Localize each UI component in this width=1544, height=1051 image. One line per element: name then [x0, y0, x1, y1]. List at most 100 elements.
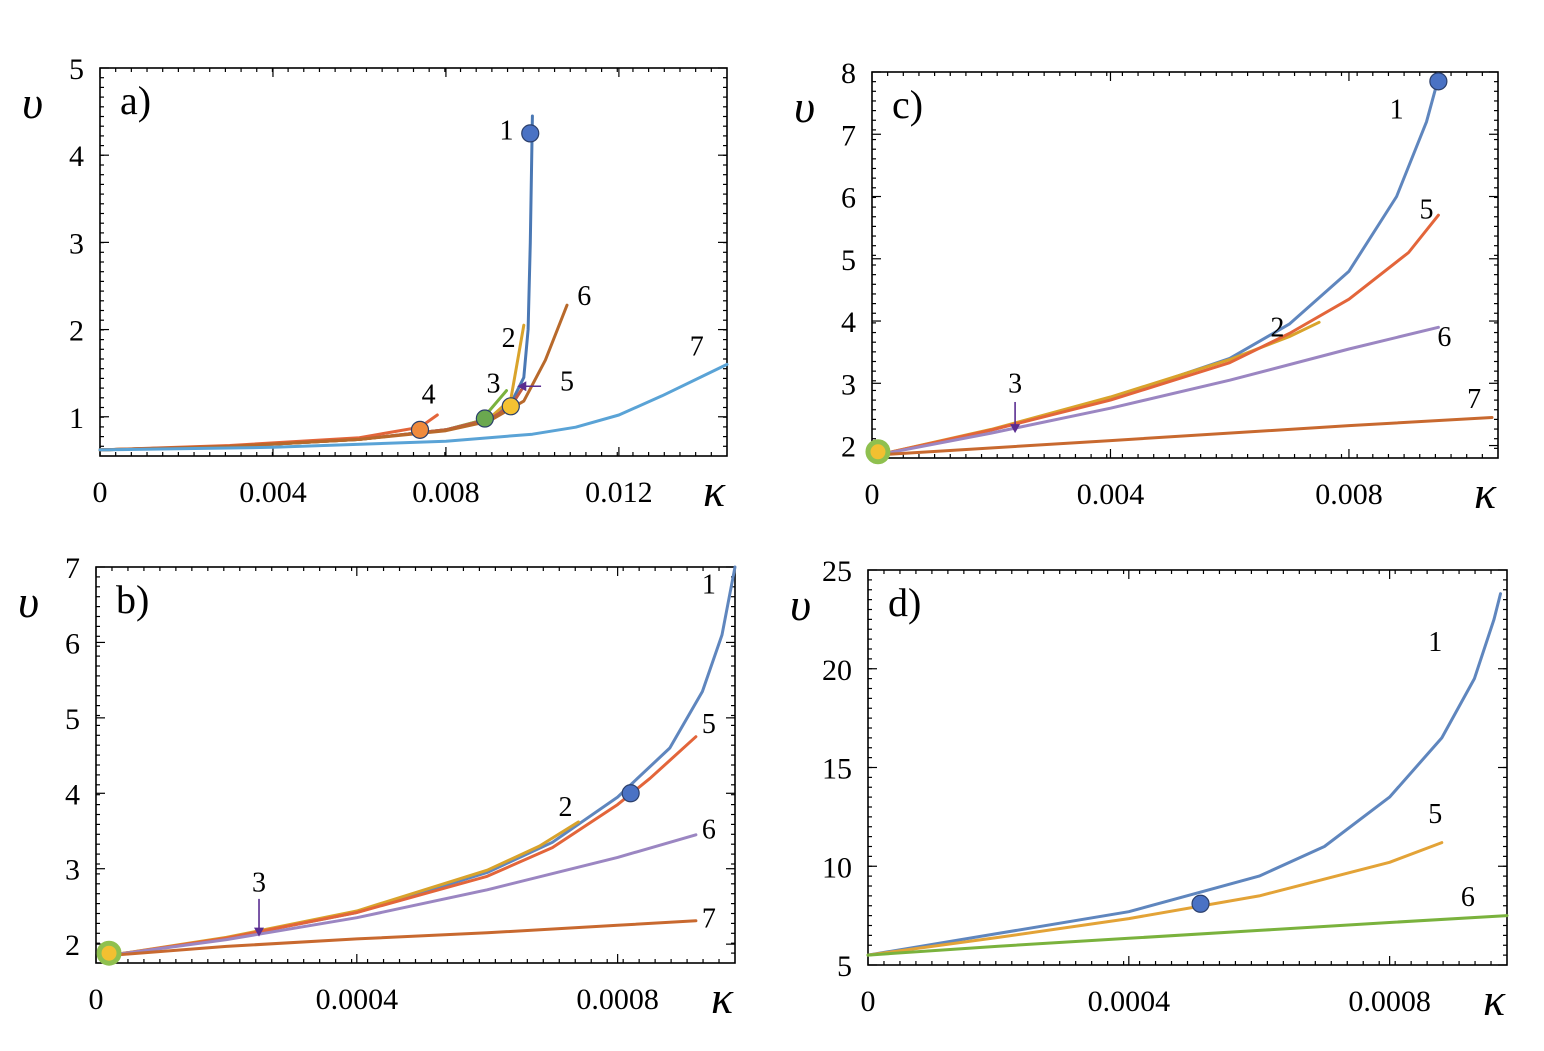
x-axis-label: κ	[1483, 974, 1506, 1025]
panel-label: a)	[120, 78, 151, 123]
x-tick-label: 0	[93, 476, 108, 509]
x-tick-label: 0	[865, 478, 880, 511]
y-tick-label: 15	[822, 753, 852, 786]
curve-label: 6	[577, 281, 591, 312]
y-tick-label: 8	[841, 57, 856, 90]
y-axis-label: υ	[794, 81, 815, 132]
panel-label: c)	[892, 82, 923, 127]
y-tick-label: 20	[822, 654, 852, 687]
y-tick-label: 25	[822, 555, 852, 588]
series-line-2	[876, 320, 1321, 457]
x-axis-label: κ	[703, 465, 726, 516]
y-tick-label: 5	[841, 244, 856, 277]
curve-label: 1	[499, 115, 513, 146]
plot-frame	[95, 566, 736, 964]
x-axis-label: κ	[1474, 467, 1497, 518]
curve-label: 3	[486, 368, 500, 399]
x-tick-label: 0.0008	[576, 983, 659, 1016]
x-tick-label: 0.004	[1077, 478, 1145, 511]
y-tick-label: 3	[841, 368, 856, 401]
y-axis-label: υ	[22, 77, 43, 128]
arrow-head	[517, 381, 527, 392]
curve-label: 5	[1428, 799, 1442, 830]
curve-label: 2	[502, 323, 516, 354]
y-tick-label: 4	[65, 778, 80, 811]
arrow-head	[1010, 424, 1021, 434]
curve-label: 1	[1428, 627, 1442, 658]
y-axis-label: υ	[18, 576, 39, 627]
series-line-7	[98, 362, 729, 452]
x-tick-label: 0.012	[585, 476, 653, 509]
curve-label: 6	[1461, 882, 1475, 913]
curve-label: 5	[560, 367, 574, 398]
y-tick-label: 1	[69, 402, 84, 435]
x-tick-label: 0	[89, 983, 104, 1016]
y-tick-label: 4	[841, 306, 856, 339]
curve-label: 2	[558, 792, 572, 823]
marker-point	[1191, 894, 1210, 913]
curve-label: 7	[702, 904, 716, 935]
y-tick-label: 6	[65, 627, 80, 660]
panel-label: d)	[888, 580, 921, 625]
x-axis-label: κ	[711, 972, 734, 1023]
curve-label: 3	[1008, 369, 1022, 400]
marker-point	[96, 940, 122, 966]
y-axis-label: υ	[790, 579, 811, 630]
curve-label: 2	[1270, 313, 1284, 344]
y-tick-label: 2	[69, 315, 84, 348]
curve-label: 1	[1390, 95, 1404, 126]
series-line-6	[98, 303, 569, 452]
x-tick-label: 0.008	[412, 476, 480, 509]
marker-point	[1429, 72, 1448, 91]
curve-label: 1	[702, 569, 716, 600]
plot-frame	[871, 71, 1499, 459]
x-tick-label: 0	[861, 985, 876, 1018]
plot-frame	[867, 569, 1508, 966]
curve-label: 6	[702, 815, 716, 846]
series-line-2	[98, 323, 526, 452]
marker-point	[521, 124, 540, 143]
y-tick-label: 3	[65, 854, 80, 887]
curve-label: 3	[252, 867, 266, 898]
x-tick-label: 0.0004	[1088, 985, 1171, 1018]
y-tick-label: 3	[69, 227, 84, 260]
marker-point	[865, 439, 891, 465]
curve-label: 7	[1467, 384, 1481, 415]
y-tick-label: 5	[837, 950, 852, 983]
y-tick-label: 4	[69, 140, 84, 173]
marker-point	[501, 397, 520, 416]
chart-panel-2: 0 0.0004 0.0008 2 3 4 5 6 7 κ υ b) 1 2 3 5 6 7	[18, 552, 737, 1023]
y-tick-label: 10	[822, 851, 852, 884]
y-tick-label: 5	[65, 703, 80, 736]
series-line-1	[98, 114, 534, 452]
x-tick-label: 0.004	[239, 476, 307, 509]
plot-frame	[99, 67, 728, 457]
curve-label: 7	[690, 332, 704, 363]
curve-label: 5	[702, 709, 716, 740]
marker-point	[621, 784, 640, 803]
curve-label: 6	[1437, 322, 1451, 353]
marker-point	[410, 420, 430, 439]
series-line-7	[107, 919, 698, 957]
series-line-5	[107, 735, 698, 957]
x-tick-label: 0.0004	[316, 983, 399, 1016]
y-tick-label: 7	[841, 119, 856, 152]
y-tick-label: 7	[65, 552, 80, 585]
y-tick-label: 2	[841, 431, 856, 464]
curve-label: 5	[1419, 194, 1433, 225]
arrow-head	[254, 927, 265, 937]
series-line-6	[876, 325, 1440, 457]
series-line-5	[876, 213, 1440, 457]
series-line-6	[866, 914, 1509, 957]
y-tick-label: 5	[69, 53, 84, 86]
series-line-5	[866, 841, 1444, 957]
x-tick-label: 0.0008	[1348, 985, 1431, 1018]
y-tick-label: 6	[841, 182, 856, 215]
series-line-1	[866, 592, 1502, 957]
series-line-6	[107, 833, 698, 957]
series-line-1	[107, 565, 737, 957]
